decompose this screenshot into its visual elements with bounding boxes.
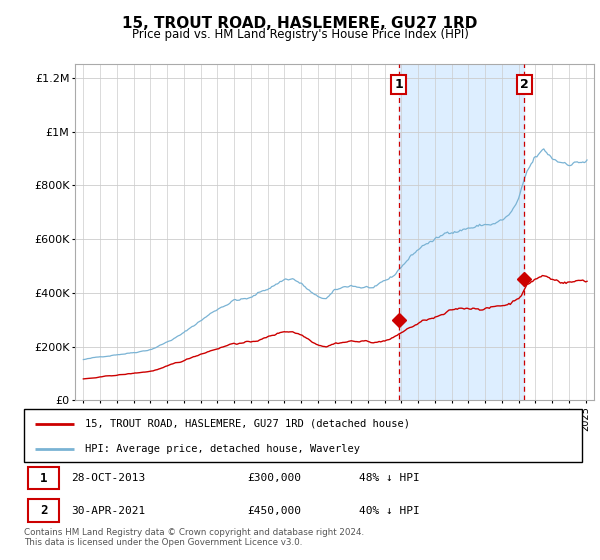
Text: 15, TROUT ROAD, HASLEMERE, GU27 1RD: 15, TROUT ROAD, HASLEMERE, GU27 1RD (122, 16, 478, 31)
Bar (28, 467, 59, 489)
Bar (398, 64, 524, 400)
Text: 30-APR-2021: 30-APR-2021 (71, 506, 146, 516)
Text: 48% ↓ HPI: 48% ↓ HPI (359, 473, 419, 483)
Text: Price paid vs. HM Land Registry's House Price Index (HPI): Price paid vs. HM Land Registry's House … (131, 28, 469, 41)
Bar (28, 500, 59, 522)
Text: 15, TROUT ROAD, HASLEMERE, GU27 1RD (detached house): 15, TROUT ROAD, HASLEMERE, GU27 1RD (det… (85, 419, 410, 429)
Text: 28-OCT-2013: 28-OCT-2013 (71, 473, 146, 483)
Text: 1: 1 (394, 78, 403, 91)
Text: 1: 1 (40, 472, 47, 485)
Text: 40% ↓ HPI: 40% ↓ HPI (359, 506, 419, 516)
Text: 2: 2 (40, 504, 47, 517)
Text: 2: 2 (520, 78, 529, 91)
Text: HPI: Average price, detached house, Waverley: HPI: Average price, detached house, Wave… (85, 444, 361, 454)
Text: £450,000: £450,000 (247, 506, 301, 516)
Text: £300,000: £300,000 (247, 473, 301, 483)
Text: Contains HM Land Registry data © Crown copyright and database right 2024.
This d: Contains HM Land Registry data © Crown c… (24, 528, 364, 547)
